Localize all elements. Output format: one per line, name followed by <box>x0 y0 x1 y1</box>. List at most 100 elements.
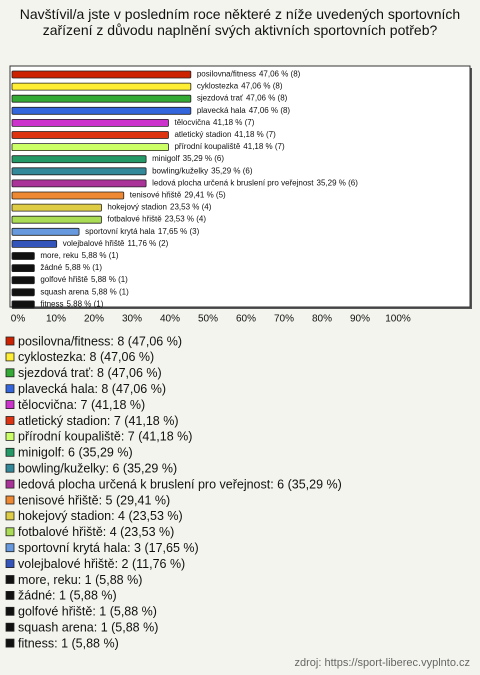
chart-title: Navštívil/a jste v posledním roce někter… <box>19 6 461 38</box>
bar <box>11 82 192 91</box>
legend-swatch <box>5 575 15 584</box>
legend-label: plavecká hala: 8 (47,06 %) <box>18 382 166 396</box>
bar <box>11 239 58 248</box>
bar-category: sportovní krytá hala <box>85 227 155 236</box>
bar-category: squash arena <box>40 287 89 296</box>
legend-swatch <box>5 368 15 378</box>
bar-label: squash arena 5,88 % (1) <box>40 287 129 296</box>
bar-label: tělocvična 41,18 % (7) <box>174 118 254 127</box>
bar <box>11 119 169 127</box>
legend-label: golfové hřiště: 1 (5,88 %) <box>18 605 157 619</box>
bar-category: fotbalové hřiště <box>107 215 162 224</box>
bar <box>11 288 35 297</box>
x-tick-label: 50% <box>198 314 218 325</box>
legend-swatch <box>5 606 15 616</box>
legend-swatch <box>5 352 15 362</box>
legend-label: sjezdová trať: 8 (47,06 %) <box>18 366 162 380</box>
value-label: 5,88 % (1) <box>91 275 128 284</box>
bar-category: atletický stadion <box>174 130 231 139</box>
bar-label: volejbalové hřiště 11,76 % (2) <box>63 239 169 248</box>
source: zdroj: https://sport-liberec.vyplnto.cz <box>295 657 470 669</box>
legend-label: atletický stadion: 7 (41,18 %) <box>18 414 179 428</box>
bar-label: posilovna/fitness 47,06 % (8) <box>197 70 301 79</box>
legend-swatch <box>5 447 15 457</box>
bar <box>11 94 192 103</box>
value-label: 47,06 % (8) <box>241 82 283 91</box>
value-label: 35,29 % (6) <box>317 179 359 188</box>
legend-swatch <box>5 463 15 473</box>
value-label: 5,88 % (1) <box>92 287 129 296</box>
value-label: 35,29 % (6) <box>183 154 225 163</box>
bar-label: hokejový stadion 23,53 % (4) <box>107 203 211 212</box>
legend-swatch <box>5 479 15 489</box>
bar <box>11 227 80 236</box>
bar-category: přírodní koupaliště <box>174 142 240 151</box>
bar <box>11 167 147 176</box>
value-label: 47,06 % (8) <box>249 106 291 115</box>
x-tick-label: 100% <box>385 314 411 325</box>
bar-category: volejbalové hřiště <box>63 239 125 248</box>
legend-label: přírodní koupaliště: 7 (41,18 %) <box>18 430 192 444</box>
bar-category: fitness <box>40 300 63 309</box>
x-tick-label: 60% <box>236 314 256 325</box>
legend-label: squash arena: 1 (5,88 %) <box>18 620 158 634</box>
value-label: 5,88 % (1) <box>65 263 102 272</box>
bar-label: tenisové hřiště 29,41 % (5) <box>130 191 226 200</box>
bar-label: fotbalové hřiště 23,53 % (4) <box>107 215 206 224</box>
bar <box>11 106 192 115</box>
bar-category: golfové hřiště <box>40 275 88 284</box>
x-tick-label: 80% <box>312 314 332 325</box>
legend-label: cyklostezka: 8 (47,06 %) <box>18 350 154 364</box>
bar <box>11 143 169 152</box>
legend-swatch <box>5 416 15 425</box>
bar <box>11 215 102 224</box>
bar-label: sportovní krytá hala 17,65 % (3) <box>85 227 200 236</box>
legend-swatch <box>5 495 15 505</box>
bar-label: sjezdová trať 47,06 % (8) <box>197 94 288 103</box>
legend-swatch <box>5 591 15 600</box>
legend-label: volejbalové hřiště: 2 (11,76 %) <box>18 557 185 571</box>
bar-category: tenisové hřiště <box>130 191 182 200</box>
bar-label: přírodní koupaliště 41,18 % (7) <box>174 142 285 151</box>
bar <box>11 179 147 188</box>
legend-swatch <box>5 543 15 553</box>
value-label: 17,65 % (3) <box>158 227 200 236</box>
bar-category: ledová plocha určená k bruslení pro veře… <box>152 179 314 188</box>
legend-swatch <box>5 336 15 346</box>
value-label: 41,18 % (7) <box>243 142 285 151</box>
value-label: 5,88 % (1) <box>66 300 103 309</box>
legend-swatch <box>5 400 15 410</box>
bar-label: golfové hřiště 5,88 % (1) <box>40 275 128 284</box>
bar-category: more, reku <box>40 251 78 260</box>
legend-swatch <box>5 638 15 648</box>
bar <box>11 155 147 164</box>
bar-category: posilovna/fitness <box>197 70 256 79</box>
legend-label: more, reku: 1 (5,88 %) <box>18 573 142 587</box>
bar-category: žádné <box>40 263 62 272</box>
legend-label: posilovna/fitness: 8 (47,06 %) <box>18 334 182 348</box>
bar-category: plavecká hala <box>197 106 246 115</box>
bar <box>11 203 102 212</box>
legend-label: ledová plocha určená k bruslení pro veře… <box>18 477 342 491</box>
legend-label: fitness: 1 (5,88 %) <box>18 636 119 650</box>
value-label: 41,18 % (7) <box>213 118 255 127</box>
value-label: 47,06 % (8) <box>246 94 288 103</box>
x-tick-label: 30% <box>122 314 142 325</box>
legend-label: bowling/kuželky: 6 (35,29 %) <box>18 461 177 475</box>
bar-category: hokejový stadion <box>107 203 167 212</box>
legend-label: hokejový stadion: 4 (23,53 %) <box>18 509 183 523</box>
bar <box>11 70 192 79</box>
bar-category: minigolf <box>152 154 180 163</box>
value-label: 29,41 % (5) <box>184 191 226 200</box>
bar-label: žádné 5,88 % (1) <box>40 263 102 272</box>
legend-swatch <box>5 384 15 394</box>
legend-label: fotbalové hřiště: 4 (23,53 %) <box>18 525 174 539</box>
value-label: 23,53 % (4) <box>165 215 207 224</box>
x-tick-label: 10% <box>46 314 66 325</box>
legend-swatch <box>5 559 15 568</box>
legend-swatch <box>5 527 15 537</box>
value-label: 41,18 % (7) <box>234 130 276 139</box>
x-tick-label: 90% <box>350 314 370 325</box>
